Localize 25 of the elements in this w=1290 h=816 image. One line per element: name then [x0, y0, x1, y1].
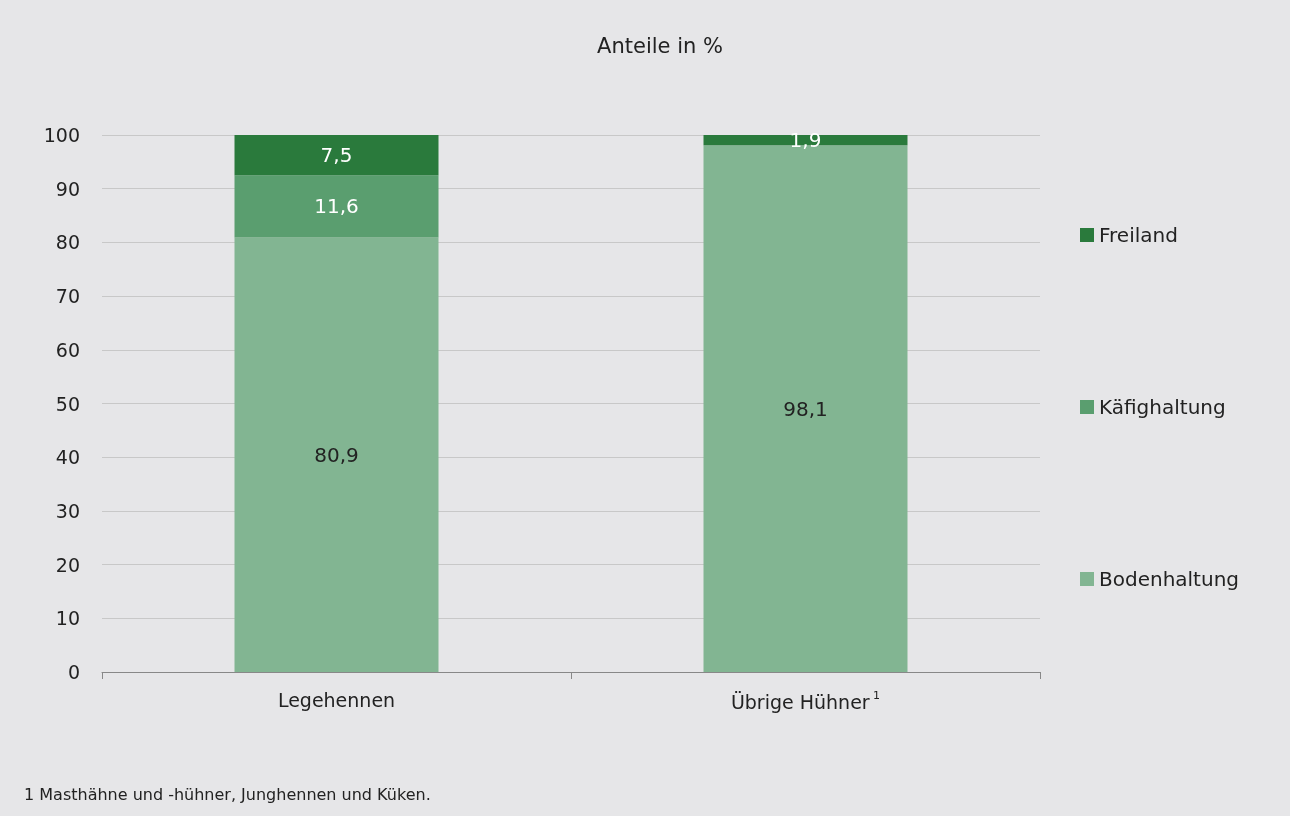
- y-tick-label: 90: [55, 177, 80, 200]
- data-label: 7,5: [320, 143, 353, 168]
- bar: [234, 135, 439, 176]
- y-tick-label: 80: [55, 231, 80, 254]
- data-label: 11,6: [314, 194, 359, 219]
- y-tick-label: 30: [55, 499, 80, 522]
- bar: [234, 175, 439, 238]
- x-tick-label: Legehennen: [277, 688, 396, 711]
- data-label: 98,1: [783, 396, 828, 421]
- y-tick-label: 100: [43, 124, 80, 146]
- y-tick-label: 50: [55, 392, 80, 415]
- y-tick-label: 0: [67, 661, 80, 683]
- bar: [234, 237, 439, 672]
- y-tick-label: 40: [55, 446, 80, 469]
- chart-title: Anteile in %: [597, 33, 723, 58]
- y-tick-label: 60: [55, 338, 80, 361]
- text: 1 Masthähne und -hühner, Junghennen und Küken.: [24, 784, 431, 804]
- legend-label: Käfighaltung: [1099, 395, 1226, 419]
- legend-label: Freiland: [1099, 223, 1178, 247]
- legend-label: Bodenhaltung: [1099, 567, 1240, 591]
- y-tick-label: 20: [55, 553, 80, 576]
- data-label: 1,9: [789, 128, 822, 153]
- y-tick-label: 70: [55, 285, 80, 308]
- data-label: 80,9: [314, 442, 359, 467]
- y-tick-label: 10: [55, 607, 80, 630]
